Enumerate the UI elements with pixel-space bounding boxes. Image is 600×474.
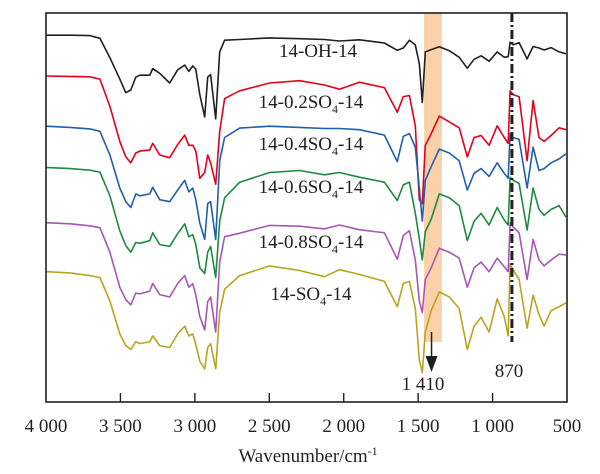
x-ticks: 4 000 3 500 3 000 2 500 2 000 1 500 1 000 500 [25, 393, 582, 437]
x-tick-label: 1 500 [397, 416, 440, 437]
series-label-4: 14-0.6SO4-14 [259, 177, 364, 201]
series-label-tail: -14 [338, 177, 364, 198]
series-line-6 [45, 263, 567, 374]
series-label-tail: -14 [326, 284, 352, 305]
x-axis-title-text: Wavenumber/cm [238, 446, 368, 467]
x-axis-title-superscript: -1 [368, 444, 378, 458]
series-label-subscript: 4 [332, 102, 338, 116]
series-layer [45, 34, 567, 374]
series-label-main: 14-0.4SO [259, 134, 332, 155]
dash-line-label: 870 [495, 361, 524, 382]
series-label-2: 14-0.2SO4-14 [259, 92, 364, 116]
x-axis-title: Wavenumber/cm-1 [238, 444, 377, 467]
x-tick-label: 3 000 [173, 416, 216, 437]
series-label-subscript: 4 [332, 187, 338, 201]
series-label-tail: -14 [338, 92, 364, 113]
highlight-band [424, 13, 442, 342]
series-label-5: 14-0.8SO4-14 [259, 232, 364, 256]
series-label-subscript: 4 [320, 294, 326, 308]
series-label-6: 14-SO4-14 [271, 284, 352, 308]
highlight-band-layer [424, 13, 442, 342]
arrow-head [425, 356, 438, 372]
x-tick-label: 2 000 [322, 416, 365, 437]
series-labels: 14-OH-1414-0.2SO4-1414-0.4SO4-1414-0.6SO… [259, 41, 364, 308]
annotation-layer [425, 13, 514, 372]
series-label-main: 14-SO [271, 284, 321, 305]
x-tick-label: 4 000 [25, 416, 68, 437]
plot-frame [45, 12, 568, 403]
x-tick-label: 500 [553, 416, 582, 437]
series-label-3: 14-0.4SO4-14 [259, 134, 364, 158]
series-line-1 [46, 34, 567, 120]
series-label-subscript: 4 [332, 144, 338, 158]
series-line-5 [45, 221, 567, 333]
series-line-2 [45, 75, 567, 205]
series-line-3 [45, 125, 567, 241]
series-label-tail: -14 [338, 232, 364, 253]
series-label-main: 14-0.2SO [259, 92, 332, 113]
x-tick-label: 1 000 [471, 416, 514, 437]
x-tick-label: 3 500 [99, 416, 142, 437]
series-label-1: 14-OH-14 [279, 41, 358, 62]
series-label-tail: -14 [338, 134, 364, 155]
series-label-main: 14-0.6SO [259, 177, 332, 198]
series-line-4 [45, 166, 567, 279]
series-label-main: 14-0.8SO [259, 232, 332, 253]
series-label-main: 14-OH-14 [279, 41, 358, 62]
arrow-label: 1 410 [402, 374, 445, 395]
series-label-subscript: 4 [332, 242, 338, 256]
x-tick-label: 2 500 [248, 416, 291, 437]
